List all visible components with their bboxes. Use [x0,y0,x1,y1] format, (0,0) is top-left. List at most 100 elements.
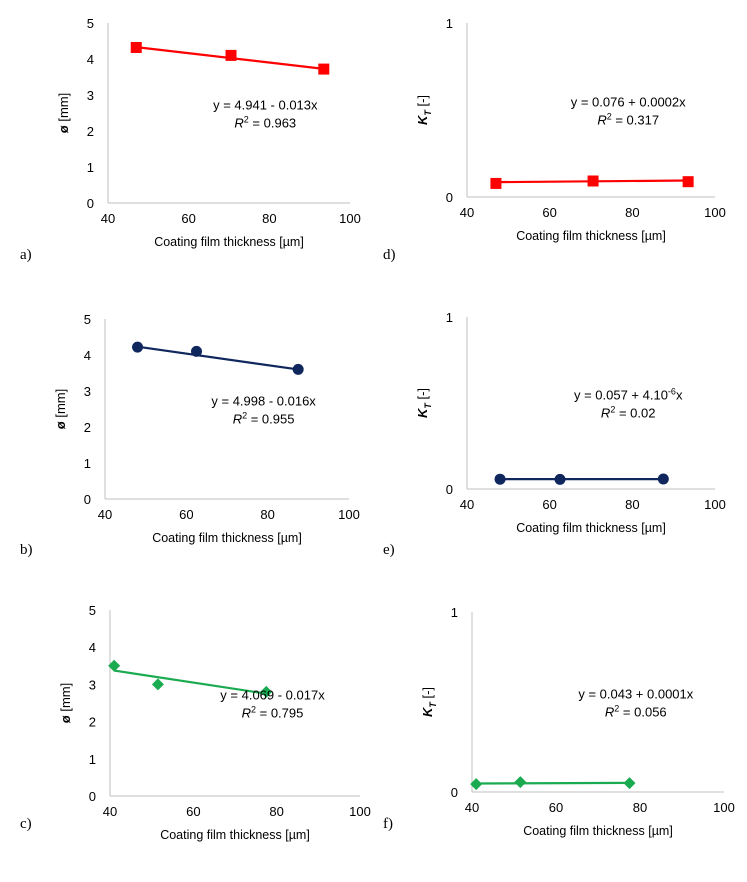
trend-equation: y = 0.076 + 0.0002x [571,95,686,110]
x-axis-label: Coating film thickness [µm] [516,229,666,243]
trendline [114,669,267,695]
y-axis-label: KT [-] [415,95,433,125]
data-point [292,363,304,375]
x-tick-label: 60 [542,497,556,512]
x-tick-label: 60 [179,507,193,522]
x-tick-label: 60 [181,211,195,226]
x-tick-label: 60 [549,800,563,815]
x-axis-label: Coating film thickness [µm] [152,531,302,545]
x-tick-label: 60 [542,205,556,220]
data-point [587,175,599,187]
r-squared-label: R2 = 0.963 [234,114,296,130]
r-squared-label: R2 = 0.955 [233,410,295,426]
r-squared-label: R2 = 0.02 [601,405,656,421]
data-point [191,345,202,357]
x-tick-label: 100 [704,497,726,512]
y-tick-label: 5 [84,312,91,327]
data-point [554,473,566,485]
data-point [225,49,237,61]
trend-equation: y = 4.941 - 0.013x [213,97,318,112]
y-tick-label: 2 [84,420,91,435]
data-point [132,341,144,353]
y-tick-label: 3 [84,384,91,399]
y-tick-label: 1 [84,456,91,471]
data-point [130,41,142,53]
x-tick-label: 100 [349,804,371,819]
y-tick-label: 2 [89,715,96,730]
y-axis-label: ø [mm] [58,683,73,723]
panel-label: e) [383,542,395,558]
y-axis-label: ø [mm] [56,93,71,133]
y-tick-label: 0 [446,190,453,205]
trend-equation: y = 4.998 - 0.016x [211,393,316,408]
data-point [108,659,121,672]
data-point [623,777,636,790]
y-tick-label: 3 [89,677,96,692]
trend-equation: y = 0.057 + 4.10-6x [574,387,683,403]
y-tick-label: 5 [89,603,96,618]
x-axis-label: Coating film thickness [µm] [516,521,666,535]
x-tick-label: 40 [465,800,479,815]
x-tick-label: 80 [633,800,647,815]
x-axis-label: Coating film thickness [µm] [160,828,310,842]
panel-label: f) [383,816,393,832]
x-tick-label: 40 [460,497,474,512]
y-axis-label: KT [-] [415,388,433,418]
panel-label: b) [20,542,33,558]
r-squared-label: R2 = 0.795 [242,704,304,720]
y-tick-label: 1 [446,310,453,325]
data-point [490,177,502,189]
panel-label: a) [20,247,32,263]
data-point [514,776,527,789]
y-tick-label: 0 [446,482,453,497]
x-tick-label: 100 [339,211,361,226]
data-point [657,473,669,485]
y-tick-label: 4 [87,52,94,67]
x-axis-label: Coating film thickness [µm] [154,235,304,249]
data-point [260,685,273,698]
y-axis-label: KT [-] [420,687,438,717]
r-squared-label: R2 = 0.317 [597,112,659,128]
y-tick-label: 1 [87,160,94,175]
data-point [151,678,164,691]
x-tick-label: 80 [269,804,283,819]
y-tick-label: 2 [87,124,94,139]
data-point [470,778,483,791]
data-point [318,63,330,75]
x-tick-label: 80 [625,497,639,512]
y-tick-label: 0 [451,785,458,800]
x-tick-label: 40 [103,804,117,819]
x-tick-label: 80 [260,507,274,522]
x-tick-label: 80 [262,211,276,226]
y-tick-label: 3 [87,88,94,103]
x-tick-label: 100 [713,800,735,815]
y-tick-label: 1 [451,605,458,620]
panel-label: d) [383,247,396,263]
x-tick-label: 40 [98,507,112,522]
data-point [682,176,694,188]
trendline [476,781,630,785]
y-tick-label: 5 [87,16,94,31]
y-tick-label: 1 [446,16,453,31]
y-tick-label: 0 [84,492,91,507]
y-tick-label: 0 [87,196,94,211]
y-tick-label: 0 [89,789,96,804]
x-axis-label: Coating film thickness [µm] [523,824,673,838]
x-tick-label: 100 [704,205,726,220]
y-tick-label: 1 [89,752,96,767]
trend-equation: y = 4.069 - 0.017x [220,687,325,702]
x-tick-label: 40 [460,205,474,220]
y-tick-label: 4 [89,640,96,655]
panel-label: c) [20,816,32,832]
x-tick-label: 60 [186,804,200,819]
r-squared-label: R2 = 0.056 [605,703,667,719]
x-tick-label: 100 [338,507,360,522]
trendline [137,345,299,371]
y-axis-label: ø [mm] [53,389,68,429]
data-point [494,473,506,485]
